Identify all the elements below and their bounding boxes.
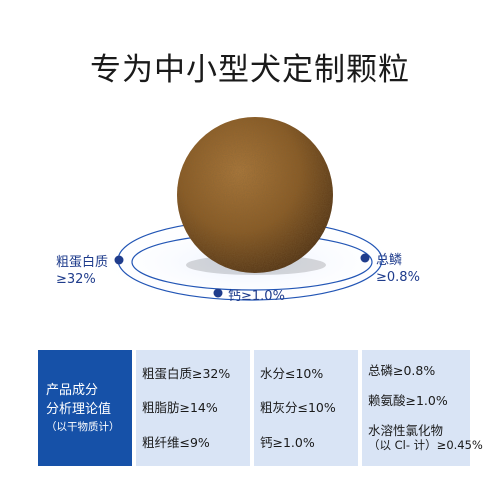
crude-fiber-cell: 粗纤维≤9% bbox=[142, 435, 210, 451]
phosphorus-callout: 总鳞 ≥0.8% bbox=[376, 252, 420, 286]
header-line-2: 分析理论值 bbox=[46, 402, 112, 417]
table-column-3: 总磷≥0.8% 赖氨酸≥1.0% 水溶性氯化物 （以 Cl- 计）≥0.45% bbox=[362, 350, 483, 466]
phosphorus-callout-label: 总鳞 bbox=[376, 253, 403, 268]
table-column-2: 水分≤10% 粗灰分≤10% 钙≥1.0% bbox=[254, 350, 358, 466]
calcium-callout: 钙≥1.0% bbox=[228, 289, 285, 304]
header-line-1: 产品成分 bbox=[46, 383, 99, 398]
phosphorus-dot bbox=[360, 253, 370, 263]
calcium-cell: 钙≥1.0% bbox=[260, 435, 315, 451]
table-header: 产品成分 分析理论值 （以干物质计） bbox=[38, 350, 132, 466]
moisture-cell: 水分≤10% bbox=[260, 365, 324, 381]
phosphorus-cell: 总磷≥0.8% bbox=[368, 363, 436, 379]
nutrition-table: 产品成分 分析理论值 （以干物质计） 粗蛋白质≥32% 粗脂肪≥14% 粗纤维≤… bbox=[38, 350, 483, 466]
table-column-1: 粗蛋白质≥32% 粗脂肪≥14% 粗纤维≤9% bbox=[136, 350, 250, 466]
chloride-value: （以 Cl- 计）≥0.45% bbox=[368, 437, 483, 452]
crude-fat-cell: 粗脂肪≥14% bbox=[142, 400, 218, 416]
chloride-label: 水溶性氯化物 bbox=[368, 422, 444, 438]
crude-protein-cell: 粗蛋白质≥32% bbox=[142, 365, 231, 381]
crude-ash-cell: 粗灰分≤10% bbox=[260, 400, 336, 416]
protein-callout: 粗蛋白质 ≥32% bbox=[56, 254, 108, 288]
protein-dot bbox=[114, 255, 124, 265]
phosphorus-callout-value: ≥0.8% bbox=[376, 270, 420, 285]
lysine-cell: 赖氨酸≥1.0% bbox=[368, 392, 448, 408]
chloride-cell: 水溶性氯化物 （以 Cl- 计）≥0.45% bbox=[368, 422, 483, 453]
protein-callout-label: 粗蛋白质 bbox=[56, 255, 109, 270]
header-line-3: （以干物质计） bbox=[46, 421, 120, 433]
protein-callout-value: ≥32% bbox=[56, 272, 96, 287]
calcium-dot bbox=[213, 288, 223, 298]
page-title: 专为中小型犬定制颗粒 bbox=[90, 52, 410, 88]
